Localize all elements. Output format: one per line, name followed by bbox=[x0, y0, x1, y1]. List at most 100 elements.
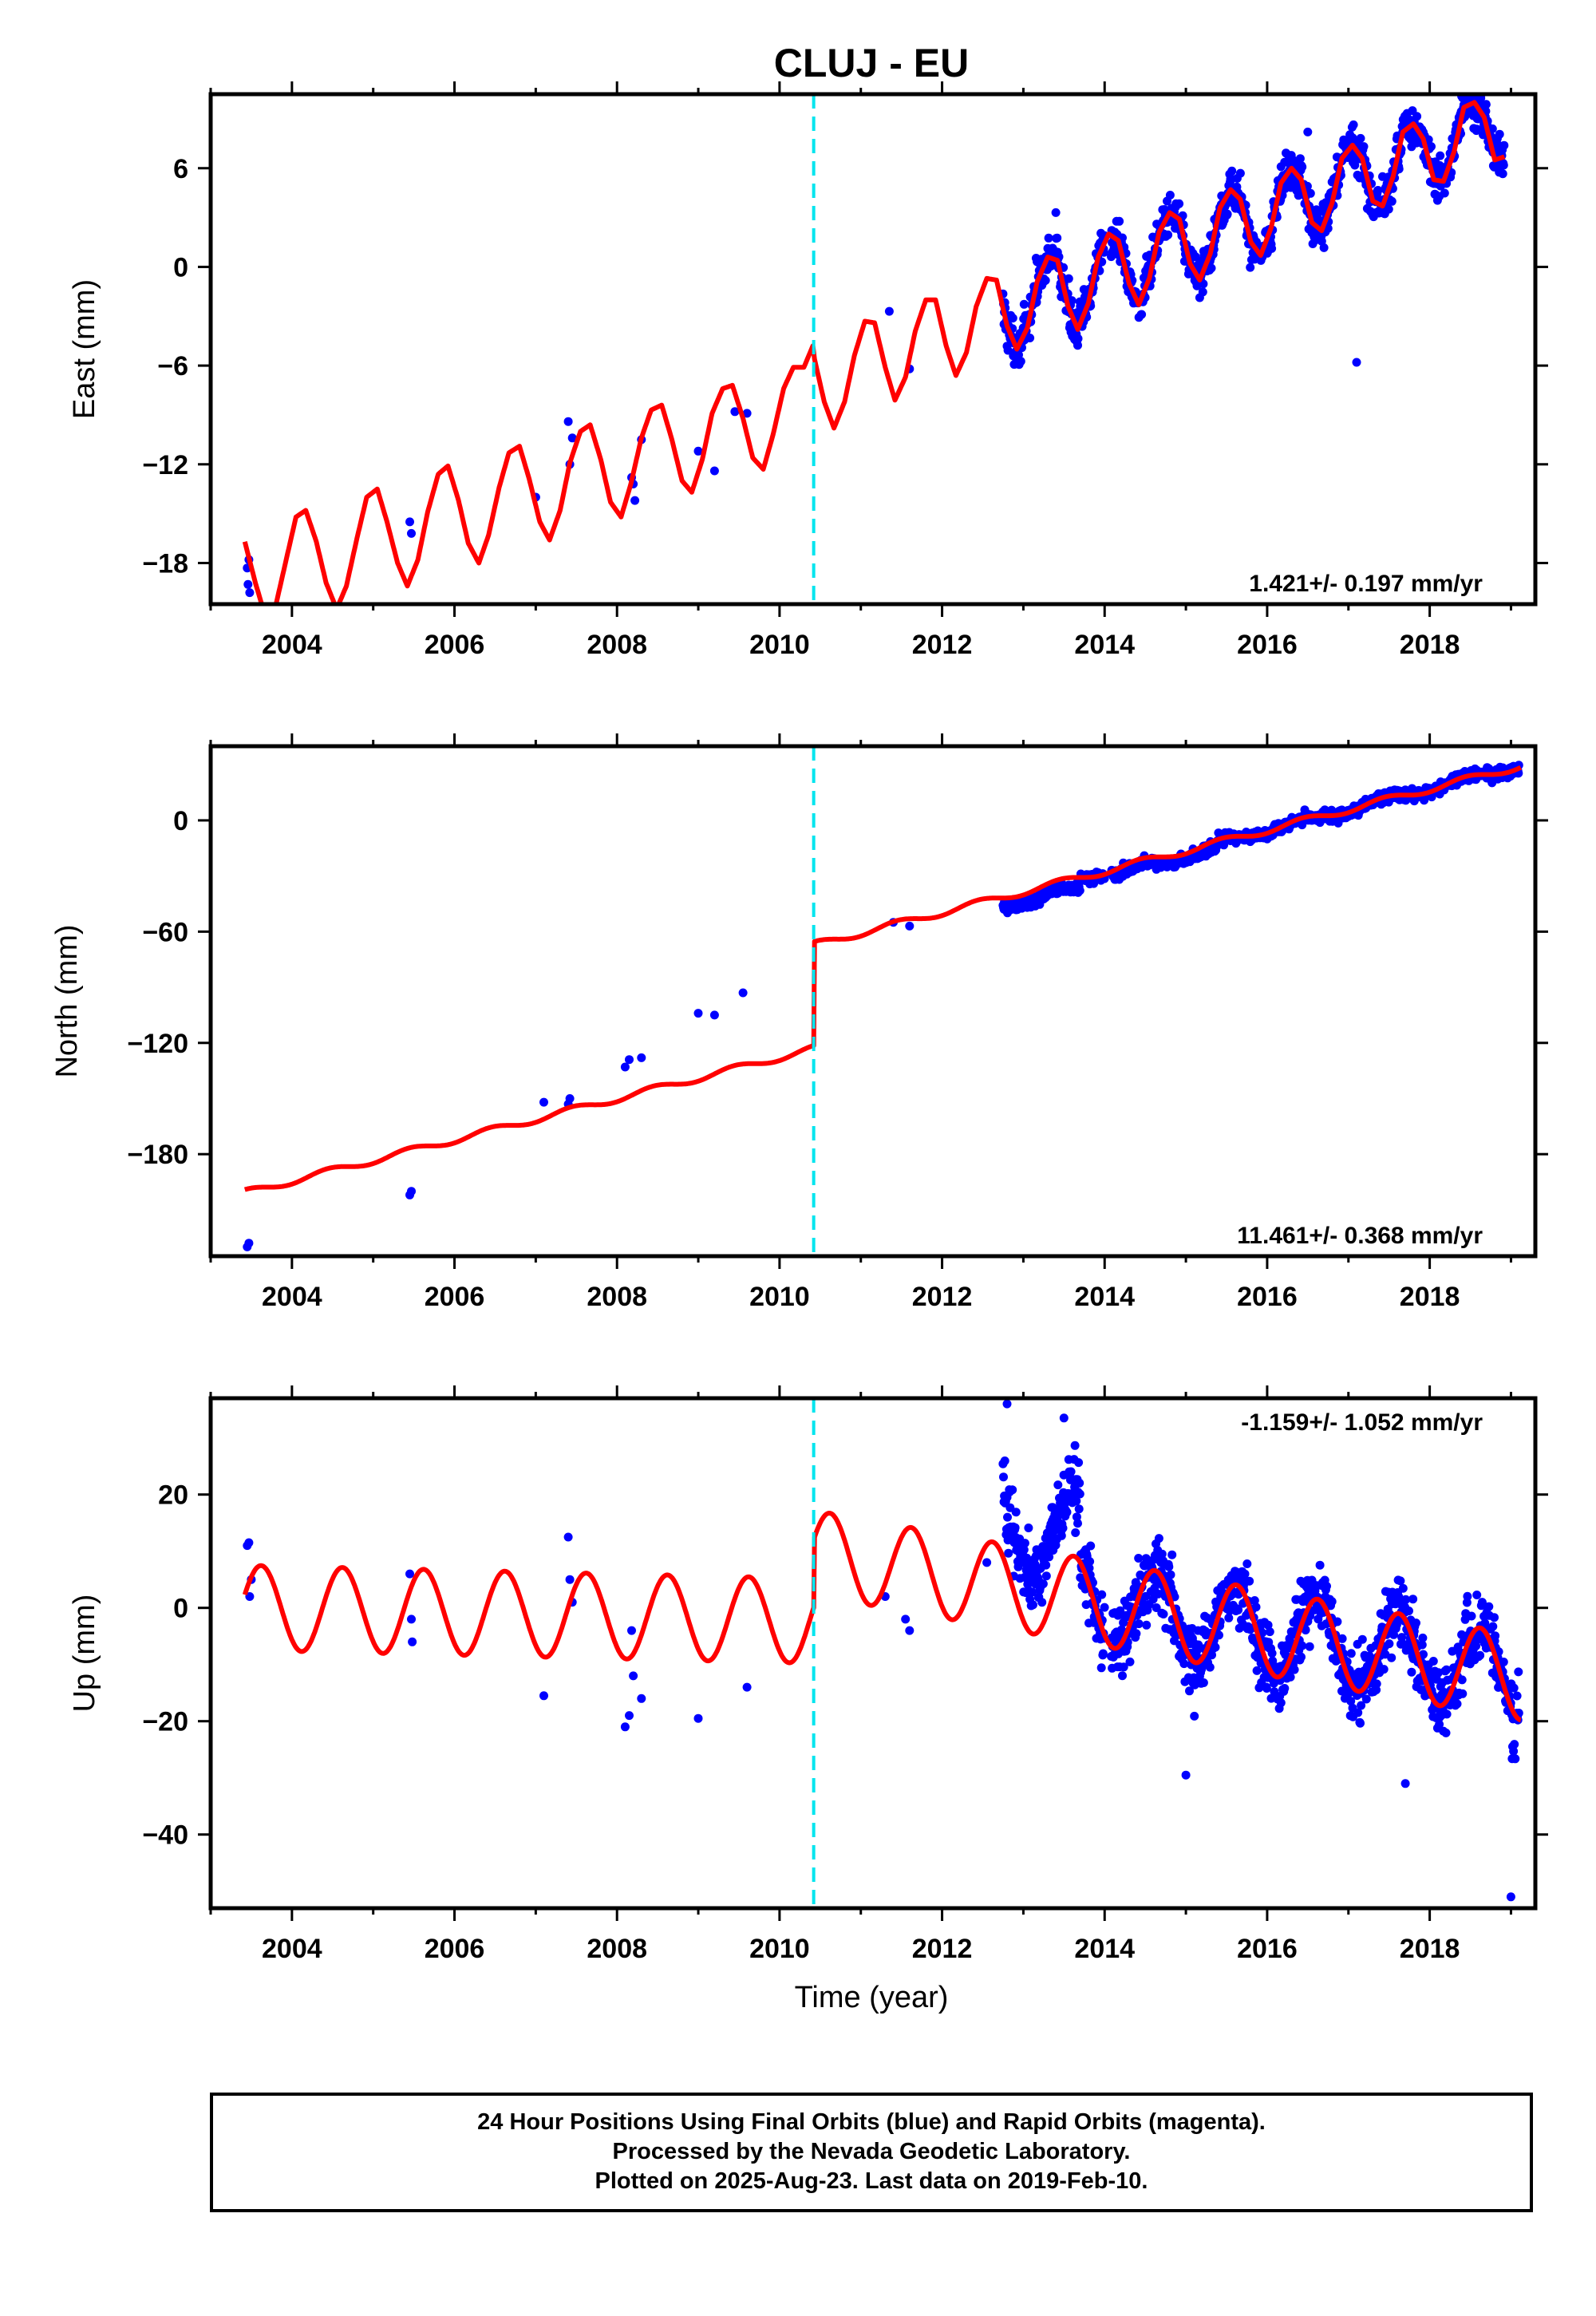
data-point bbox=[1125, 1657, 1135, 1666]
data-point bbox=[1154, 1534, 1163, 1543]
data-point bbox=[1511, 0, 1520, 5]
y-tick-label: 20 bbox=[158, 1480, 188, 1511]
up-data-points bbox=[243, 1399, 1523, 1902]
data-point bbox=[1159, 1610, 1168, 1618]
data-point bbox=[1003, 346, 1013, 355]
data-point bbox=[1507, 0, 1515, 5]
data-point bbox=[1062, 1508, 1072, 1517]
data-point bbox=[1020, 1539, 1029, 1548]
data-point bbox=[1011, 1508, 1021, 1517]
data-point bbox=[1037, 1598, 1047, 1607]
data-point bbox=[1045, 1552, 1054, 1562]
data-point bbox=[1010, 1523, 1020, 1532]
data-point bbox=[1301, 1626, 1310, 1634]
data-point bbox=[884, 306, 894, 316]
data-point bbox=[1457, 1675, 1467, 1685]
data-point bbox=[905, 921, 915, 931]
east-y-axis-label: East (mm) bbox=[68, 279, 101, 419]
east-plot-area bbox=[242, 0, 1523, 604]
x-tick-label: 2004 bbox=[262, 630, 322, 660]
data-point bbox=[1515, 0, 1523, 5]
data-point bbox=[1408, 1595, 1418, 1604]
data-point bbox=[1484, 1602, 1494, 1611]
data-point bbox=[1153, 1589, 1163, 1599]
data-point bbox=[1131, 1578, 1140, 1587]
data-point bbox=[565, 1094, 575, 1103]
data-point bbox=[627, 1626, 636, 1635]
data-point bbox=[1152, 1603, 1161, 1612]
data-point bbox=[1207, 263, 1216, 273]
data-point bbox=[1440, 188, 1449, 198]
east-rate-label: 1.421+/- 0.197 mm/yr bbox=[1249, 571, 1483, 597]
data-point bbox=[1074, 1504, 1084, 1514]
data-point bbox=[567, 433, 577, 443]
data-point bbox=[1165, 191, 1175, 200]
data-point bbox=[1057, 1531, 1066, 1540]
data-point bbox=[1190, 1711, 1199, 1721]
y-tick-label: 6 bbox=[173, 154, 188, 184]
data-point bbox=[1071, 1528, 1080, 1537]
data-point bbox=[1141, 1554, 1151, 1563]
data-point bbox=[1041, 1571, 1051, 1581]
caption-line-1: 24 Hour Positions Using Final Orbits (bl… bbox=[477, 2109, 1266, 2135]
data-point bbox=[1181, 1770, 1191, 1780]
data-point bbox=[637, 1053, 646, 1062]
data-point bbox=[1286, 1672, 1295, 1682]
data-point bbox=[1361, 1694, 1371, 1704]
data-point bbox=[1357, 1634, 1367, 1644]
x-tick-label: 2014 bbox=[1074, 1934, 1135, 1964]
x-tick-label: 2004 bbox=[262, 1282, 322, 1312]
data-point bbox=[1452, 1699, 1462, 1709]
data-point bbox=[1096, 1663, 1106, 1673]
data-point bbox=[1513, 0, 1522, 5]
x-tick-label: 2012 bbox=[912, 1934, 973, 1964]
data-point bbox=[625, 1711, 634, 1721]
data-point bbox=[1070, 1441, 1080, 1450]
x-tick-label: 2014 bbox=[1074, 630, 1135, 660]
data-point bbox=[1250, 1596, 1259, 1605]
data-point bbox=[1499, 1658, 1508, 1666]
data-point bbox=[1303, 127, 1313, 136]
x-tick-label: 2006 bbox=[425, 1282, 485, 1312]
y-tick-label: −20 bbox=[142, 1707, 188, 1737]
data-point bbox=[1072, 1496, 1081, 1506]
data-point bbox=[1038, 1579, 1048, 1589]
data-point bbox=[1487, 124, 1497, 133]
data-point bbox=[1498, 169, 1507, 179]
y-tick-label: 0 bbox=[173, 1594, 188, 1624]
data-point bbox=[905, 1626, 915, 1635]
x-tick-label: 2008 bbox=[587, 1934, 647, 1964]
up-panel: 2004 2006 2008 2010 2012 2014 2016 2018 20 0 −20 −4… bbox=[68, 1385, 1548, 1964]
data-point bbox=[1507, 0, 1516, 5]
data-point bbox=[1073, 334, 1083, 343]
data-point bbox=[1511, 0, 1519, 5]
data-point bbox=[1481, 100, 1491, 109]
data-point bbox=[1472, 1591, 1482, 1599]
data-point bbox=[1014, 1559, 1023, 1569]
data-point bbox=[1059, 1413, 1069, 1423]
data-point bbox=[1252, 1666, 1262, 1675]
data-point bbox=[563, 1532, 573, 1542]
data-point bbox=[1467, 1611, 1476, 1621]
data-point bbox=[1041, 1560, 1051, 1570]
data-point bbox=[1458, 1689, 1468, 1698]
data-point bbox=[999, 1472, 1008, 1482]
data-point bbox=[1297, 1652, 1306, 1662]
data-point bbox=[1132, 1629, 1141, 1638]
data-point bbox=[1137, 310, 1147, 319]
data-point bbox=[1265, 1627, 1274, 1637]
data-point bbox=[1306, 188, 1315, 198]
data-point bbox=[738, 988, 748, 998]
data-point bbox=[1245, 1576, 1254, 1586]
data-point bbox=[563, 417, 573, 426]
data-point bbox=[1319, 243, 1329, 252]
data-point bbox=[693, 1009, 703, 1018]
up-y-axis-label: Up (mm) bbox=[68, 1595, 101, 1713]
x-tick-label: 2018 bbox=[1400, 1934, 1460, 1964]
data-point bbox=[408, 1637, 417, 1646]
data-point bbox=[1029, 1600, 1037, 1610]
data-point bbox=[405, 1569, 414, 1579]
data-point bbox=[1491, 1631, 1500, 1641]
data-point bbox=[1240, 1569, 1250, 1579]
